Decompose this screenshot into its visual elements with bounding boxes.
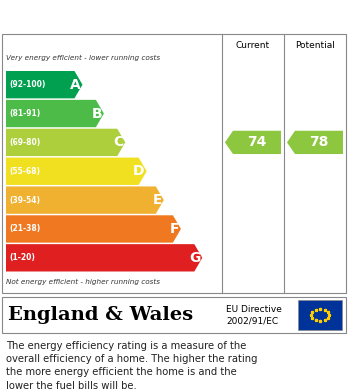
Text: C: C	[113, 135, 123, 149]
Text: (69-80): (69-80)	[9, 138, 40, 147]
Text: (55-68): (55-68)	[9, 167, 40, 176]
Text: England & Wales: England & Wales	[8, 306, 193, 324]
Polygon shape	[6, 71, 82, 99]
Text: (21-38): (21-38)	[9, 224, 40, 233]
Text: (1-20): (1-20)	[9, 253, 35, 262]
Text: B: B	[91, 106, 102, 120]
Polygon shape	[6, 215, 181, 243]
Polygon shape	[6, 129, 125, 156]
Bar	[298, 300, 342, 330]
Text: 74: 74	[247, 135, 267, 149]
Text: E: E	[152, 193, 162, 207]
Text: EU Directive: EU Directive	[226, 305, 282, 314]
Polygon shape	[6, 158, 147, 185]
Text: (92-100): (92-100)	[9, 80, 45, 89]
Text: A: A	[70, 78, 80, 91]
Text: The energy efficiency rating is a measure of the
overall efficiency of a home. T: The energy efficiency rating is a measur…	[6, 341, 258, 391]
Text: Not energy efficient - higher running costs: Not energy efficient - higher running co…	[6, 279, 160, 285]
Text: 78: 78	[309, 135, 329, 149]
Text: D: D	[133, 164, 145, 178]
Text: 2002/91/EC: 2002/91/EC	[226, 316, 278, 325]
Text: Very energy efficient - lower running costs: Very energy efficient - lower running co…	[6, 55, 160, 61]
Polygon shape	[6, 100, 104, 127]
Polygon shape	[225, 131, 281, 154]
Text: F: F	[169, 222, 179, 236]
Text: (39-54): (39-54)	[9, 196, 40, 204]
Text: Energy Efficiency Rating: Energy Efficiency Rating	[9, 9, 230, 24]
Text: (81-91): (81-91)	[9, 109, 40, 118]
Text: G: G	[189, 251, 200, 265]
Polygon shape	[6, 244, 202, 271]
Polygon shape	[287, 131, 343, 154]
Text: Current: Current	[236, 41, 270, 50]
Polygon shape	[6, 187, 164, 214]
Text: Potential: Potential	[295, 41, 335, 50]
